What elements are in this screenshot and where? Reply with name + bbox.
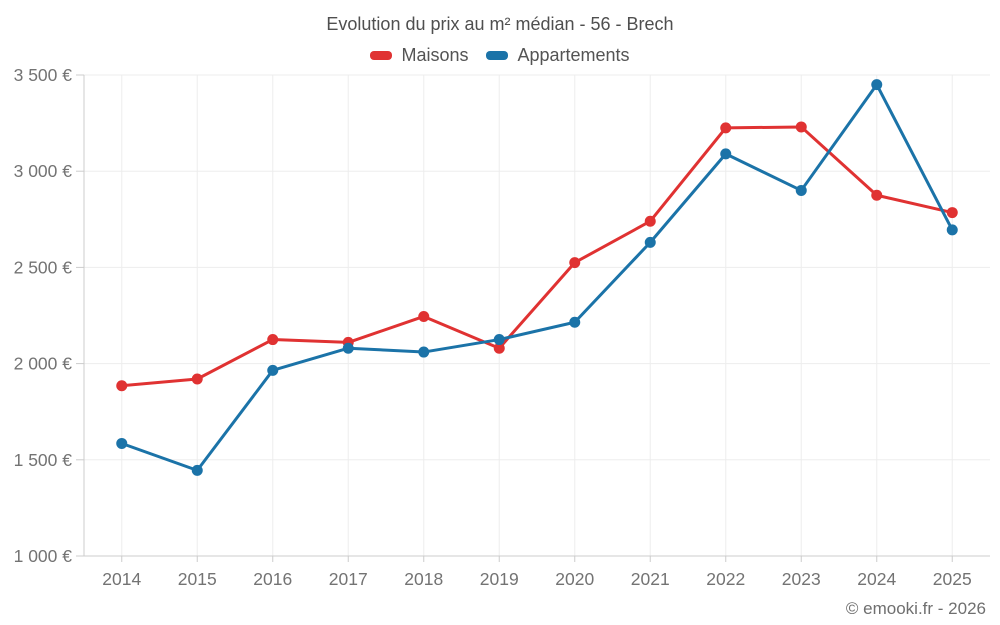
data-point-appartements[interactable] xyxy=(116,437,128,449)
data-point-maisons[interactable] xyxy=(191,373,203,385)
y-axis-tick-label: 2 000 € xyxy=(14,354,73,374)
y-axis-tick-label: 3 000 € xyxy=(14,161,73,181)
data-point-appartements[interactable] xyxy=(946,224,958,236)
x-axis-tick-label: 2016 xyxy=(253,569,292,589)
x-axis-tick-label: 2014 xyxy=(102,569,141,589)
data-point-appartements[interactable] xyxy=(267,364,279,376)
series-line-appartements xyxy=(120,83,954,472)
y-axis-tick-label: 2 500 € xyxy=(14,257,73,277)
maisons-color-swatch xyxy=(370,51,393,60)
x-axis-tick-label: 2022 xyxy=(706,569,745,589)
data-point-appartements[interactable] xyxy=(418,346,430,358)
data-point-appartements[interactable] xyxy=(191,464,203,476)
legend-label-appartements: Appartements xyxy=(517,45,630,65)
data-point-maisons[interactable] xyxy=(946,207,958,219)
data-point-appartements[interactable] xyxy=(871,79,883,91)
y-axis-tick-label: 3 500 € xyxy=(14,65,73,85)
data-point-maisons[interactable] xyxy=(871,189,883,201)
data-point-appartements[interactable] xyxy=(795,184,807,196)
y-axis-tick-label: 1 500 € xyxy=(14,450,73,470)
series-line-maisons xyxy=(120,125,954,388)
data-point-appartements[interactable] xyxy=(720,148,732,160)
legend-label-maisons: Maisons xyxy=(401,45,469,65)
y-axis-tick-label: 1 000 € xyxy=(14,546,73,566)
data-point-maisons[interactable] xyxy=(644,215,656,227)
data-point-maisons[interactable] xyxy=(493,342,505,354)
x-axis-tick-label: 2025 xyxy=(933,569,972,589)
appartements-color-swatch xyxy=(486,51,509,60)
x-axis-tick-label: 2015 xyxy=(178,569,217,589)
data-point-maisons[interactable] xyxy=(418,310,430,322)
data-point-appartements[interactable] xyxy=(342,342,354,354)
data-point-maisons[interactable] xyxy=(116,380,128,392)
x-axis-tick-label: 2017 xyxy=(329,569,368,589)
x-axis-tick-label: 2020 xyxy=(555,569,594,589)
data-point-maisons[interactable] xyxy=(795,121,807,133)
legend-item-maisons[interactable]: Maisons xyxy=(370,45,468,66)
credit-text: © emooki.fr - 2026 xyxy=(845,599,986,618)
chart-legend: Maisons Appartements xyxy=(0,45,1000,66)
x-axis-tick-label: 2019 xyxy=(480,569,519,589)
x-axis-tick-label: 2018 xyxy=(404,569,443,589)
x-axis-tick-label: 2021 xyxy=(631,569,670,589)
data-point-appartements[interactable] xyxy=(569,316,581,328)
x-axis-tick-label: 2023 xyxy=(782,569,821,589)
data-point-appartements[interactable] xyxy=(493,334,505,346)
data-point-maisons[interactable] xyxy=(720,122,732,134)
data-point-appartements[interactable] xyxy=(644,236,656,248)
chart-title: Evolution du prix au m² médian - 56 - Br… xyxy=(326,14,674,34)
x-axis-tick-label: 2024 xyxy=(857,569,896,589)
data-point-maisons[interactable] xyxy=(267,334,279,346)
data-point-maisons[interactable] xyxy=(569,257,581,269)
legend-item-appartements[interactable]: Appartements xyxy=(486,45,630,66)
